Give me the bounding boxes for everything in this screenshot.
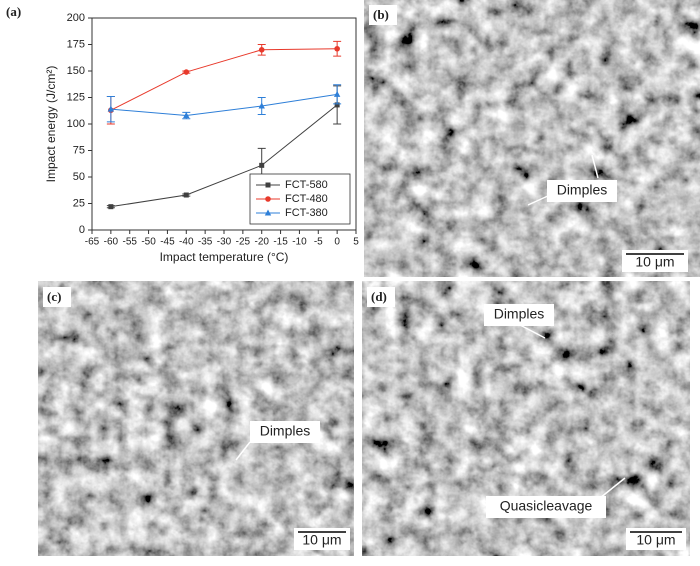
x-tick-label: -50 bbox=[141, 237, 156, 248]
y-tick-label: 25 bbox=[73, 197, 85, 209]
series-line bbox=[110, 93, 338, 117]
annotation: Dimples bbox=[494, 306, 545, 322]
panel-label: (d) bbox=[371, 289, 387, 304]
x-tick-label: -65 bbox=[85, 237, 100, 248]
x-tick-label: -30 bbox=[217, 237, 232, 248]
marker bbox=[183, 112, 190, 119]
y-axis-label: Impact energy (J/cm²) bbox=[44, 66, 58, 183]
annotation: Quasicleavage bbox=[500, 498, 593, 514]
annotation-box bbox=[250, 421, 320, 443]
annotation: Dimples bbox=[557, 182, 608, 198]
pointer bbox=[599, 477, 626, 499]
panel-label: (c) bbox=[47, 289, 61, 304]
marker bbox=[333, 90, 341, 97]
marker bbox=[107, 105, 115, 112]
pointer bbox=[527, 194, 551, 206]
scale-bar-box bbox=[622, 250, 688, 272]
y-tick-label: 50 bbox=[73, 171, 85, 183]
scale-bar-label: 10 μm bbox=[636, 532, 675, 548]
x-tick-label: -60 bbox=[104, 237, 119, 248]
marker bbox=[265, 196, 271, 202]
x-axis-label: Impact temperature (°C) bbox=[160, 250, 289, 264]
panel-label: (b) bbox=[373, 7, 389, 22]
label-box bbox=[369, 5, 397, 25]
y-tick-label: 150 bbox=[67, 65, 85, 77]
x-tick-label: -35 bbox=[198, 237, 213, 248]
y-tick-label: 125 bbox=[67, 91, 85, 103]
series-line bbox=[110, 104, 338, 208]
legend-label: FCT-380 bbox=[285, 207, 328, 219]
y-tick-label: 100 bbox=[67, 118, 85, 130]
chart: -65 -60 -55 -50 -45 -40 -35 -30 -25 -20 -15 -10 -5 0 5… bbox=[44, 12, 359, 264]
marker bbox=[264, 209, 272, 216]
marker bbox=[108, 204, 114, 210]
x-tick-label: 5 bbox=[353, 237, 359, 248]
pointer bbox=[591, 154, 599, 179]
annotation: Dimples bbox=[260, 423, 311, 439]
x-tick-label: -20 bbox=[254, 237, 269, 248]
marker bbox=[183, 192, 189, 198]
label-box bbox=[43, 287, 71, 307]
marker bbox=[265, 182, 271, 188]
panel-label: (a) bbox=[6, 4, 21, 19]
pointer bbox=[519, 324, 546, 339]
y-tick-label: 175 bbox=[67, 38, 85, 50]
series-line bbox=[110, 48, 338, 111]
marker bbox=[334, 102, 340, 108]
marker bbox=[334, 45, 340, 52]
x-tick-label: -5 bbox=[314, 237, 323, 248]
x-tick-label: -45 bbox=[160, 237, 175, 248]
x-tick-label: -40 bbox=[179, 237, 194, 248]
x-tick-label: -25 bbox=[236, 237, 251, 248]
sem-images bbox=[38, 0, 700, 556]
y-tick-label: 75 bbox=[73, 144, 85, 156]
marker bbox=[258, 47, 265, 53]
sem-image-c bbox=[38, 281, 354, 556]
annotation-box bbox=[547, 180, 617, 202]
marker bbox=[183, 69, 190, 75]
pointer bbox=[235, 441, 251, 461]
x-tick-label: -15 bbox=[273, 237, 288, 248]
scale-bar-box bbox=[294, 528, 350, 550]
annotation-box bbox=[484, 304, 554, 326]
legend-label: FCT-580 bbox=[285, 179, 328, 191]
marker bbox=[258, 102, 265, 109]
scale-bar-box bbox=[626, 528, 686, 550]
label-box bbox=[367, 287, 395, 307]
x-tick-label: -55 bbox=[122, 237, 137, 248]
legend-label: FCT-480 bbox=[285, 193, 328, 205]
marker bbox=[259, 162, 265, 168]
x-tick-label: 0 bbox=[334, 237, 340, 248]
y-tick-label: 0 bbox=[79, 224, 85, 236]
annotation-box bbox=[486, 496, 606, 518]
y-tick-label: 200 bbox=[67, 12, 85, 24]
x-tick-label: -10 bbox=[292, 237, 307, 248]
scale-bar-label: 10 μm bbox=[302, 532, 341, 548]
scale-bar-label: 10 μm bbox=[635, 254, 674, 270]
sem-image-b bbox=[364, 0, 700, 277]
